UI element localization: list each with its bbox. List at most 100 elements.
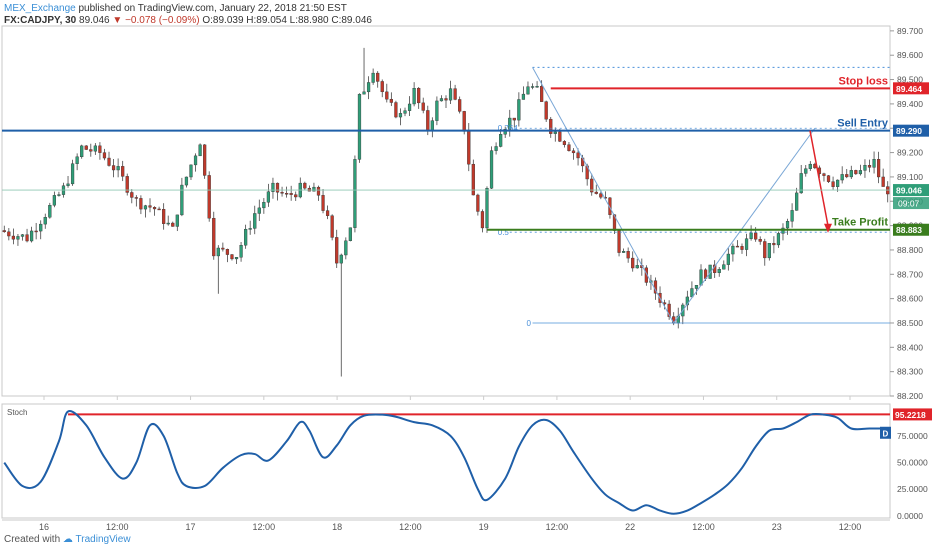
candle	[203, 144, 207, 179]
candle-body	[389, 98, 393, 103]
candle-body	[248, 228, 252, 230]
candle-body	[152, 207, 157, 210]
candle	[831, 176, 835, 190]
candle	[886, 181, 890, 203]
stoch-tick-label: 50.0000	[897, 458, 928, 468]
candle-body	[212, 217, 216, 257]
candle	[530, 83, 535, 90]
candle-body	[321, 195, 325, 211]
candle-body	[808, 163, 812, 169]
publisher-name[interactable]: MEX_Exchange	[4, 3, 76, 14]
candle-body	[234, 257, 239, 260]
stop-price-text: 89.464	[896, 84, 922, 94]
candle	[230, 253, 234, 261]
candle-body	[230, 254, 234, 260]
price-tick-label: 89.500	[897, 75, 923, 85]
candle	[134, 195, 138, 207]
candle	[357, 93, 362, 163]
candle-body	[57, 194, 61, 196]
candle	[635, 258, 639, 269]
candle	[867, 159, 872, 173]
candle	[785, 218, 790, 235]
candle	[849, 165, 853, 180]
candle	[298, 177, 302, 199]
time-tick-label: 12:00	[399, 522, 422, 532]
candle	[330, 214, 334, 241]
candle	[239, 241, 243, 262]
candle-body	[412, 87, 416, 105]
candle	[562, 140, 567, 148]
candle	[20, 233, 25, 241]
candle	[394, 100, 398, 119]
candle-body	[7, 231, 11, 237]
candle	[854, 169, 858, 175]
candle	[744, 233, 749, 257]
time-tick-label: 12:00	[106, 522, 129, 532]
candle-body	[34, 230, 38, 233]
candle-body	[262, 202, 266, 209]
candle-body	[417, 87, 421, 104]
candle	[98, 142, 102, 160]
candle-body	[494, 146, 498, 151]
candle	[717, 267, 721, 277]
candle-body	[239, 245, 243, 258]
candle-body	[453, 88, 457, 100]
candle	[294, 191, 298, 201]
candle-body	[52, 195, 56, 206]
candle	[567, 141, 571, 152]
price-tick-label: 89.100	[897, 172, 923, 182]
candle	[617, 230, 621, 257]
candle-body	[549, 118, 553, 134]
candle-body	[558, 131, 562, 142]
candle-body	[735, 245, 740, 248]
candle-body	[521, 93, 526, 100]
candle	[631, 251, 635, 272]
price-tick-label: 88.300	[897, 367, 923, 377]
candle	[335, 229, 339, 268]
candle-body	[621, 251, 626, 253]
candle-body	[530, 86, 535, 88]
tradingview-brand[interactable]: TradingView	[75, 534, 131, 545]
candle-body	[744, 238, 749, 250]
candle-body	[280, 192, 284, 194]
candle	[43, 213, 47, 229]
candle	[389, 92, 393, 107]
stoch-tick-label: 25.0000	[897, 484, 928, 494]
candle-body	[25, 234, 29, 242]
candle-body	[98, 145, 102, 153]
candle	[34, 222, 38, 240]
candle	[772, 236, 776, 254]
candle-body	[285, 193, 289, 195]
candle	[271, 177, 275, 199]
candle	[102, 148, 107, 161]
candle	[371, 68, 375, 85]
candle	[512, 117, 516, 128]
publish-line: MEX_Exchange published on TradingView.co…	[4, 3, 347, 14]
candle-body	[754, 232, 758, 240]
candle	[244, 224, 248, 249]
candle-body	[426, 110, 430, 131]
candle	[521, 86, 526, 100]
candle	[366, 76, 371, 100]
candle	[412, 82, 416, 107]
time-tick-label: 12:00	[546, 522, 569, 532]
candle-body	[430, 120, 434, 131]
candle	[776, 231, 781, 248]
candle	[489, 146, 494, 190]
candle	[735, 240, 740, 248]
candle	[494, 142, 498, 155]
price-tick-label: 89.200	[897, 148, 923, 158]
candle-body	[795, 192, 799, 211]
created-with-text: Created with	[4, 534, 61, 545]
candle-body	[699, 269, 703, 286]
candle-body	[166, 222, 170, 225]
time-tick-label: 17	[186, 522, 196, 532]
candle	[722, 260, 726, 270]
candle-body	[599, 193, 603, 198]
candle-body	[335, 237, 339, 264]
candle-body	[162, 209, 166, 224]
candle	[799, 164, 803, 194]
candle-body	[617, 230, 621, 253]
price-tick-label: 88.600	[897, 294, 923, 304]
